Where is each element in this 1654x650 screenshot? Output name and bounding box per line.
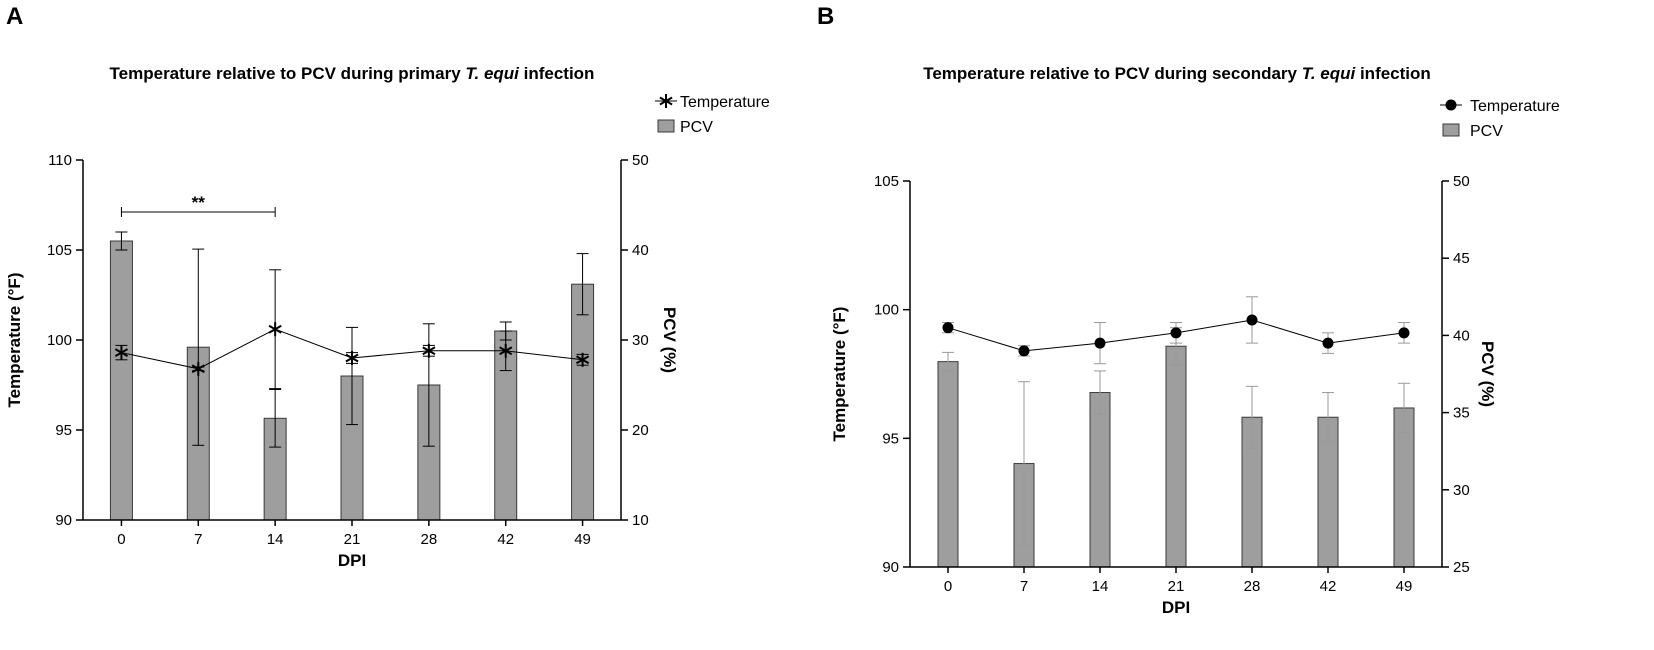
title-part: Temperature relative to PCV during secon… (923, 64, 1302, 83)
left-tick-label: 100 (47, 332, 72, 349)
x-tick-label: 42 (497, 531, 514, 548)
right-y-axis-title: PCV (%) (1478, 341, 1497, 407)
left-tick-label: 100 (874, 302, 899, 319)
temperature-point-42 (1322, 337, 1334, 349)
temperature-point-21 (1170, 327, 1182, 339)
right-y-axis-title: PCV (%) (660, 307, 679, 373)
x-axis-title: DPI (1162, 598, 1190, 617)
asterisk-stroke (422, 346, 436, 356)
pcv-bar-21 (1165, 345, 1187, 568)
x-tick-label: 28 (1244, 578, 1261, 595)
x-tick-label: 14 (1092, 578, 1109, 595)
panel-a-chart: A Temperature relative to PCV during prim… (5, 3, 770, 570)
legend-temperature-marker (1445, 99, 1457, 111)
temperature-point-28 (422, 343, 436, 358)
left-tick-label: 95 (882, 430, 899, 447)
panel-b-letter: B (817, 3, 834, 30)
left-tick-label: 105 (874, 173, 899, 190)
asterisk-stroke (345, 353, 359, 363)
x-tick-label: 0 (117, 531, 125, 548)
x-tick-label: 28 (421, 531, 438, 548)
legend-temperature-marker (659, 94, 673, 108)
panel-a-letter: A (6, 3, 23, 30)
legend-pcv-label: PCV (680, 119, 713, 136)
x-tick-label: 49 (574, 531, 591, 548)
title-part: infection (519, 64, 595, 83)
right-tick-label: 20 (632, 422, 649, 439)
temperature-point-49 (1398, 327, 1410, 339)
x-tick-label: 0 (944, 578, 952, 595)
temperature-point-21 (345, 351, 359, 365)
asterisk-stroke (191, 364, 205, 374)
left-tick-label: 90 (55, 512, 72, 529)
left-tick-label: 110 (48, 152, 72, 169)
legend-pcv-swatch (1442, 123, 1460, 137)
significance-label: ** (192, 193, 206, 212)
right-tick-label: 45 (1453, 250, 1470, 267)
right-tick-label: 50 (632, 152, 649, 169)
asterisk-stroke (575, 355, 590, 365)
left-tick-label: 105 (47, 242, 72, 259)
asterisk-stroke (268, 324, 282, 334)
temperature-point-0 (942, 322, 954, 334)
temperature-point-28 (1246, 314, 1258, 326)
title-part: Temperature relative to PCV during prima… (110, 64, 466, 83)
title-part: infection (1355, 64, 1431, 83)
right-tick-label: 35 (1453, 405, 1470, 422)
x-axis-title: DPI (338, 551, 366, 570)
temperature-point-14 (268, 322, 282, 337)
right-tick-label: 10 (632, 512, 649, 529)
title-species: T. equi (1302, 64, 1357, 83)
x-tick-label: 21 (344, 531, 361, 548)
legend-pcv-label: PCV (1470, 123, 1503, 140)
left-tick-label: 95 (55, 422, 72, 439)
right-tick-label: 40 (632, 242, 649, 259)
legend-pcv-swatch (657, 119, 675, 133)
x-tick-label: 7 (194, 531, 202, 548)
legend-temperature-label: Temperature (1470, 98, 1560, 115)
panel-b-chart: B Temperature relative to PCV during seco… (817, 3, 1560, 617)
pcv-bar-0 (109, 240, 133, 521)
right-tick-label: 30 (632, 332, 649, 349)
left-y-axis-title: Temperature (°F) (5, 273, 24, 408)
left-y-axis-title: Temperature (°F) (830, 307, 849, 442)
asterisk-stroke (499, 346, 513, 356)
pcv-bar-0 (937, 361, 959, 568)
pcv-bar-49 (571, 283, 595, 521)
x-tick-label: 14 (267, 531, 284, 548)
temperature-point-42 (499, 343, 513, 358)
title-species: T. equi (465, 64, 520, 83)
chart-a-title: Temperature relative to PCV during prima… (110, 64, 595, 83)
temperature-point-0 (114, 345, 129, 360)
asterisk-stroke (114, 348, 129, 357)
temperature-point-7 (191, 361, 205, 376)
x-tick-label: 7 (1020, 578, 1028, 595)
pcv-bar-14 (1089, 392, 1111, 568)
temperature-point-14 (1094, 337, 1106, 349)
chart-b-title: Temperature relative to PCV during secon… (923, 64, 1431, 83)
asterisk-stroke (659, 96, 673, 106)
left-tick-label: 90 (882, 559, 899, 576)
right-tick-label: 50 (1453, 173, 1470, 190)
x-tick-label: 49 (1396, 578, 1413, 595)
right-tick-label: 30 (1453, 482, 1470, 499)
right-tick-label: 25 (1453, 559, 1470, 576)
temperature-point-49 (575, 352, 590, 367)
x-tick-label: 21 (1168, 578, 1185, 595)
legend-temperature-label: Temperature (680, 94, 770, 111)
right-tick-label: 40 (1453, 327, 1470, 344)
temperature-point-7 (1018, 345, 1030, 357)
x-tick-label: 42 (1320, 578, 1337, 595)
